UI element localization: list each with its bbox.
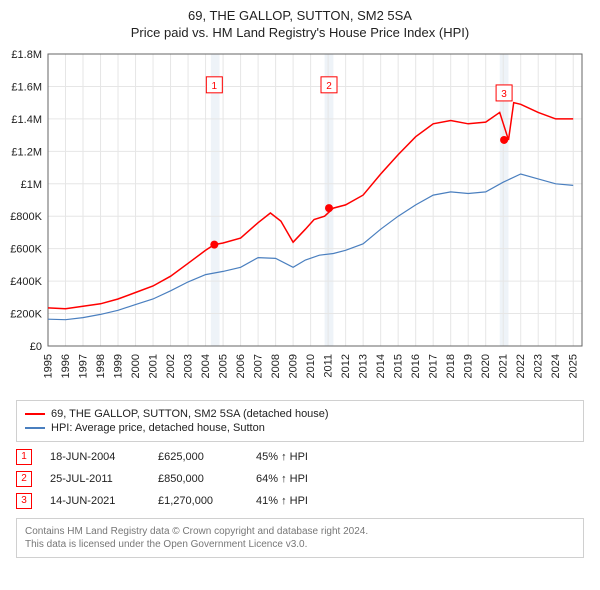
svg-text:2001: 2001 <box>147 354 159 378</box>
svg-text:2014: 2014 <box>375 354 387 378</box>
svg-text:2004: 2004 <box>200 354 212 378</box>
svg-text:2019: 2019 <box>462 354 474 378</box>
svg-text:2: 2 <box>326 81 332 92</box>
svg-text:2003: 2003 <box>182 354 194 378</box>
license-line: Contains HM Land Registry data © Crown c… <box>25 525 575 538</box>
svg-text:1997: 1997 <box>77 354 89 378</box>
chart-container: 69, THE GALLOP, SUTTON, SM2 5SA Price pa… <box>0 0 600 558</box>
chart-titles: 69, THE GALLOP, SUTTON, SM2 5SA Price pa… <box>0 0 600 44</box>
transaction-row: 1 18-JUN-2004 £625,000 45% ↑ HPI <box>16 446 584 468</box>
svg-text:2024: 2024 <box>550 354 562 378</box>
svg-text:2006: 2006 <box>235 354 247 378</box>
svg-text:£800K: £800K <box>10 211 42 223</box>
transaction-price: £625,000 <box>158 451 238 463</box>
svg-text:2023: 2023 <box>533 354 545 378</box>
svg-text:2008: 2008 <box>270 354 282 378</box>
svg-text:2022: 2022 <box>515 354 527 378</box>
svg-text:£200K: £200K <box>10 309 42 321</box>
svg-text:1: 1 <box>212 81 218 92</box>
transaction-date: 25-JUL-2011 <box>50 473 140 485</box>
title-sub: Price paid vs. HM Land Registry's House … <box>0 25 600 40</box>
license-line: This data is licensed under the Open Gov… <box>25 538 575 551</box>
svg-text:£1.4M: £1.4M <box>11 114 42 126</box>
title-main: 69, THE GALLOP, SUTTON, SM2 5SA <box>0 8 600 23</box>
transaction-row: 3 14-JUN-2021 £1,270,000 41% ↑ HPI <box>16 490 584 512</box>
svg-text:2025: 2025 <box>568 354 580 378</box>
price-chart: £0 £200K £400K £600K £800K £1M £1.2M £1.4M £1.6M… <box>0 44 600 394</box>
svg-text:2011: 2011 <box>322 354 334 378</box>
legend-item: 69, THE GALLOP, SUTTON, SM2 5SA (detache… <box>25 407 575 421</box>
transaction-date: 14-JUN-2021 <box>50 495 140 507</box>
svg-text:2020: 2020 <box>480 354 492 378</box>
svg-text:1996: 1996 <box>60 354 72 378</box>
svg-text:£1.6M: £1.6M <box>11 81 42 93</box>
svg-text:2012: 2012 <box>340 354 352 378</box>
svg-text:2021: 2021 <box>498 354 510 378</box>
transaction-price: £850,000 <box>158 473 238 485</box>
transaction-hpi: 64% ↑ HPI <box>256 473 346 485</box>
svg-text:2017: 2017 <box>427 354 439 378</box>
svg-text:£600K: £600K <box>10 244 42 256</box>
svg-text:2007: 2007 <box>252 354 264 378</box>
transaction-price: £1,270,000 <box>158 495 238 507</box>
transaction-table: 1 18-JUN-2004 £625,000 45% ↑ HPI 2 25-JU… <box>16 446 584 512</box>
transaction-marker-box: 3 <box>16 493 32 509</box>
legend-label: 69, THE GALLOP, SUTTON, SM2 5SA (detache… <box>51 408 329 420</box>
transaction-marker-box: 1 <box>16 449 32 465</box>
svg-text:2002: 2002 <box>165 354 177 378</box>
legend-swatch <box>25 427 45 429</box>
legend-item: HPI: Average price, detached house, Sutt… <box>25 421 575 435</box>
svg-text:£0: £0 <box>30 341 42 353</box>
svg-text:2016: 2016 <box>410 354 422 378</box>
svg-text:3: 3 <box>501 89 507 100</box>
svg-text:2005: 2005 <box>217 354 229 378</box>
svg-text:2000: 2000 <box>130 354 142 378</box>
transaction-row: 2 25-JUL-2011 £850,000 64% ↑ HPI <box>16 468 584 490</box>
license-box: Contains HM Land Registry data © Crown c… <box>16 518 584 558</box>
svg-text:2013: 2013 <box>357 354 369 378</box>
legend-label: HPI: Average price, detached house, Sutt… <box>51 422 265 434</box>
legend-swatch <box>25 413 45 415</box>
svg-text:2018: 2018 <box>445 354 457 378</box>
svg-text:1998: 1998 <box>95 354 107 378</box>
svg-text:£1M: £1M <box>21 179 42 191</box>
svg-text:2015: 2015 <box>392 354 404 378</box>
svg-text:2010: 2010 <box>305 354 317 378</box>
svg-text:1995: 1995 <box>42 354 54 378</box>
svg-text:£400K: £400K <box>10 276 42 288</box>
transaction-hpi: 45% ↑ HPI <box>256 451 346 463</box>
transaction-marker-box: 2 <box>16 471 32 487</box>
svg-text:£1.8M: £1.8M <box>11 49 42 61</box>
transaction-date: 18-JUN-2004 <box>50 451 140 463</box>
legend: 69, THE GALLOP, SUTTON, SM2 5SA (detache… <box>16 400 584 442</box>
svg-text:£1.2M: £1.2M <box>11 146 42 158</box>
transaction-hpi: 41% ↑ HPI <box>256 495 346 507</box>
svg-text:2009: 2009 <box>287 354 299 378</box>
svg-text:1999: 1999 <box>112 354 124 378</box>
